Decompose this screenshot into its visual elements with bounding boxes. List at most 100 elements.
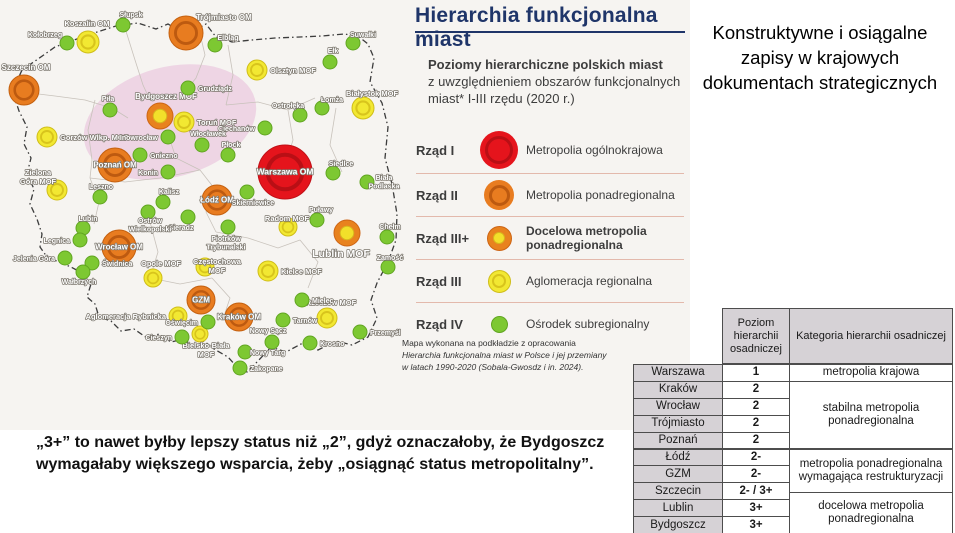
city-label: Gorzów Wlkp. MOF (60, 133, 129, 142)
city-marker (264, 334, 280, 350)
city-marker (246, 59, 268, 81)
city-marker (92, 189, 108, 205)
region-border (169, 139, 201, 171)
region-border (211, 277, 231, 317)
table-city-cell: Szczecin (633, 482, 723, 501)
city-marker (322, 54, 338, 70)
table-level-cell: 1 (722, 364, 790, 382)
table-level-cell: 2 (722, 414, 790, 433)
city-label: Toruń MOF (197, 118, 237, 127)
city-marker (173, 111, 195, 133)
map-caption-line: w latach 1990-2020 (Sobala-Gwosdz i in. … (402, 362, 584, 372)
table-category-cell: metropolia ponadregionalna wymagająca re… (789, 448, 953, 493)
city-label: Nowy Sącz (250, 328, 287, 335)
city-label: Konin (138, 170, 158, 177)
table-city-cell: Łódź (633, 448, 723, 467)
city-marker (275, 312, 291, 328)
city-label: Poznań OM (93, 161, 137, 170)
city-label: Jelenia Góra (13, 256, 55, 263)
city-marker (309, 212, 325, 228)
city-marker (143, 268, 163, 288)
city-label: Lublin MOF (312, 248, 370, 260)
quote-text: „3+” to nawet byłby lepszy status niż „2… (36, 434, 605, 473)
region-border (225, 44, 234, 106)
city-label: Wrocław OM (95, 243, 143, 252)
region-border (299, 239, 319, 289)
legend-rank-label: Rząd I (416, 142, 455, 158)
legend-items: Rząd I Metropolia ogólnokrajowa Rząd II Met… (416, 128, 684, 344)
legend-item: Rząd II Metropolia ponadregionalna (416, 175, 684, 215)
city-marker (333, 219, 361, 247)
table-city-cell: Kraków (633, 380, 723, 399)
city-marker (180, 209, 196, 225)
city-marker (84, 255, 100, 271)
city-marker (379, 229, 395, 245)
city-label: Ełk (328, 48, 339, 55)
legend-item-label: Metropolia ponadregionalna (526, 188, 675, 202)
table-city-cell: Warszawa (633, 364, 723, 382)
city-label: Płock (222, 142, 241, 149)
city-marker (325, 165, 341, 181)
city-marker (352, 324, 368, 340)
city-marker (257, 144, 313, 200)
legend-item: Rząd IV Ośrodek subregionalny (416, 304, 684, 344)
map-region: Warszawa OM Szczecin OM Trójmiasto OM Pozna… (0, 0, 690, 430)
legend-subtitle-rest: z uwzględnieniem obszarów funkcjonalnych… (428, 74, 681, 106)
city-label: Grudziądz (198, 86, 232, 93)
legend-panel: Hierarchia funkcjonalna miast Poziomy hi… (400, 0, 690, 430)
city-marker (8, 74, 40, 106)
legend-symbol-cell (472, 180, 526, 210)
table-category-cell: stabilna metropolia ponadregionalna (789, 380, 953, 450)
city-marker (72, 232, 88, 248)
headline-line: Konstruktywne i osiągalne (712, 22, 928, 43)
city-marker (278, 217, 298, 237)
legend-symbol-cell (472, 225, 526, 251)
city-marker (168, 306, 188, 326)
city-label: Leszno (89, 184, 113, 191)
legend-rank-label: Rząd III (416, 273, 462, 289)
city-label: Puławy (309, 207, 333, 214)
city-marker (46, 179, 68, 201)
city-marker (186, 285, 216, 315)
city-marker (101, 229, 137, 265)
table-city-cell: Poznań (633, 431, 723, 450)
legend-symbol-t3-icon (487, 269, 511, 293)
city-label: Suwałki (350, 32, 376, 39)
map-caption: Mapa wykonana na podkładzie z opracowani… (402, 337, 642, 373)
table-city-cell: Trójmiasto (633, 414, 723, 433)
city-label: Zamość (377, 255, 404, 262)
city-label: Sieradz (169, 225, 194, 232)
city-label: Kołobrzeg (28, 32, 62, 39)
city-marker (155, 194, 171, 210)
table-level-cell: 2 (722, 380, 790, 399)
map-caption-line: Mapa wykonana na podkładzie z opracowani… (402, 338, 576, 348)
city-label: Aglomeracja Rybnicka (86, 312, 167, 321)
city-label: Ciechanów (218, 126, 256, 133)
city-marker (224, 302, 254, 332)
table-level-cell: 2 (722, 397, 790, 416)
city-marker (294, 292, 310, 308)
city-marker (237, 344, 253, 360)
city-marker (160, 164, 176, 180)
legend-separator (416, 302, 684, 303)
table-category-cell: metropolia krajowa (789, 364, 953, 382)
region-border (225, 97, 316, 111)
legend-separator (416, 216, 684, 217)
legend-symbol-t4-icon (490, 315, 508, 333)
region-border (215, 231, 301, 249)
city-marker (257, 120, 273, 136)
city-label: Nowy Targ (250, 350, 285, 357)
city-label: Skierniewice (232, 200, 275, 207)
table-level-cell: 2 (722, 431, 790, 450)
poland-map: Warszawa OM Szczecin OM Trójmiasto OM Pozna… (1, 11, 404, 376)
legend-item-label: Aglomeracja regionalna (526, 274, 653, 288)
legend-item: Rząd III+ Docelowa metropolia ponadregion… (416, 218, 684, 258)
legend-rank-label: Rząd IV (416, 316, 463, 332)
legend-item-label: Metropolia ogólnokrajowa (526, 143, 663, 157)
city-marker (59, 35, 75, 51)
city-label: Biała Podlaska (369, 175, 400, 191)
city-marker (232, 360, 248, 376)
city-marker (75, 264, 91, 280)
city-label: Warszawa OM (257, 167, 314, 177)
